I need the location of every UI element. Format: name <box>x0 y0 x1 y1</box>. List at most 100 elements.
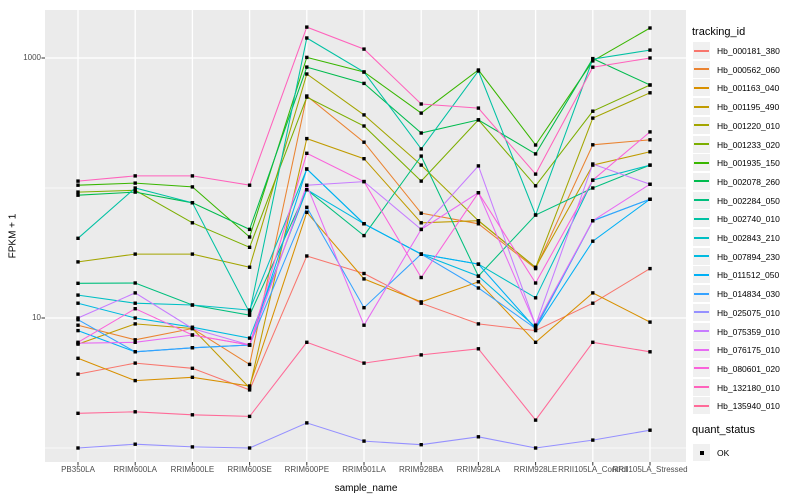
data-point <box>305 72 309 76</box>
legend-item-label: Hb_002740_010 <box>717 214 780 225</box>
data-point <box>133 181 137 185</box>
data-point <box>247 265 252 269</box>
data-point <box>591 109 595 113</box>
x-tick-label: PB350LA <box>61 465 95 474</box>
data-point <box>476 191 481 195</box>
data-point <box>533 296 538 300</box>
legend-item-label: Hb_075359_010 <box>717 326 780 337</box>
data-point <box>76 356 80 360</box>
legend-item-label: Hb_135940_010 <box>717 401 780 412</box>
legend-item-quant-ok: OK <box>693 444 799 461</box>
data-point <box>476 280 481 284</box>
data-point <box>648 150 652 154</box>
data-point <box>648 197 652 201</box>
data-point <box>648 428 652 432</box>
legend-item-label: Hb_001163_040 <box>717 83 780 94</box>
data-point <box>76 260 80 264</box>
x-tick-label: RRII105LA_Control <box>558 465 628 474</box>
data-point <box>190 303 195 307</box>
legend-item-Hb_011512_050: Hb_011512_050 <box>693 266 799 284</box>
data-point <box>533 184 538 188</box>
legend-item-label: Hb_001220_010 <box>717 120 780 131</box>
legend-item-Hb_002843_210: Hb_002843_210 <box>693 229 799 246</box>
data-point <box>533 172 538 176</box>
legend-line-icon <box>694 255 709 258</box>
data-point <box>247 227 252 232</box>
data-point <box>476 222 481 226</box>
legend-item-Hb_001233_020: Hb_001233_020 <box>693 135 799 153</box>
legend-key-swatch <box>693 285 710 303</box>
data-point <box>305 151 309 155</box>
data-point <box>305 36 309 40</box>
data-point <box>247 183 252 187</box>
legend-key-swatch <box>693 247 710 265</box>
data-point <box>76 183 80 187</box>
legend-key-swatch <box>693 98 710 116</box>
legend-item-Hb_000562_060: Hb_000562_060 <box>693 60 799 78</box>
data-point <box>76 293 80 297</box>
legend-item-label: Hb_000181_380 <box>717 46 780 56</box>
data-point <box>533 152 538 156</box>
legend-item-Hb_000181_380: Hb_000181_380 <box>693 42 799 59</box>
data-point <box>247 343 252 347</box>
data-point <box>476 219 481 223</box>
data-point <box>190 326 195 331</box>
data-point <box>190 333 195 337</box>
legend-line-icon <box>694 367 709 370</box>
legend-key-swatch <box>693 210 710 228</box>
data-point <box>362 179 366 184</box>
data-point <box>247 446 252 450</box>
data-point <box>76 318 80 322</box>
data-point <box>591 291 595 295</box>
data-point <box>648 130 652 134</box>
data-point <box>305 25 309 29</box>
data-point <box>476 106 481 110</box>
legend-key-swatch <box>693 229 710 246</box>
y-tick-label-10: 10 <box>32 313 41 322</box>
data-point <box>419 111 423 115</box>
legend-title-tracking-id: tracking_id <box>692 26 746 38</box>
data-point <box>648 48 652 52</box>
y-tick-label-1000: 1000 <box>23 53 41 62</box>
data-point <box>133 350 137 354</box>
x-tick-label: RRII105LA_Stressed <box>612 465 688 474</box>
data-point <box>533 323 538 327</box>
legend-key-swatch <box>693 79 710 97</box>
data-point <box>476 262 481 266</box>
legend-key-swatch <box>693 135 710 153</box>
x-tick-label: RRIM928LA <box>456 465 501 474</box>
data-point <box>76 301 80 305</box>
x-axis-title: sample_name <box>334 483 398 494</box>
data-point <box>190 375 195 379</box>
legend-item-Hb_001220_010: Hb_001220_010 <box>693 116 799 134</box>
data-point <box>648 163 652 167</box>
data-point <box>76 179 80 183</box>
data-point <box>76 281 80 285</box>
legend-item-label: Hb_076175_010 <box>717 345 780 356</box>
legend-key-swatch <box>693 359 710 377</box>
data-point <box>305 421 309 425</box>
data-point <box>247 245 252 249</box>
legend-item-label: Hb_011512_050 <box>717 270 780 281</box>
legend-item-Hb_025075_010: Hb_025075_010 <box>693 303 799 321</box>
legend-key-swatch <box>693 303 710 321</box>
data-point <box>419 131 423 135</box>
x-tick-label: RRIM600LE <box>170 465 215 474</box>
data-point <box>419 102 423 106</box>
data-point <box>362 113 366 117</box>
data-point <box>533 418 538 422</box>
data-point <box>305 254 309 258</box>
data-point <box>133 188 137 192</box>
data-point <box>247 386 252 390</box>
data-point <box>133 307 137 311</box>
legend-item-label: Hb_025075_010 <box>717 307 780 318</box>
legend-item-label: Hb_007894_230 <box>717 251 780 262</box>
data-point <box>76 411 80 415</box>
legend-item-Hb_002740_010: Hb_002740_010 <box>693 210 799 228</box>
legend-key-swatch <box>693 341 710 359</box>
data-point <box>591 57 595 61</box>
data-point <box>247 336 252 340</box>
data-point <box>305 136 309 141</box>
data-point <box>133 174 137 178</box>
